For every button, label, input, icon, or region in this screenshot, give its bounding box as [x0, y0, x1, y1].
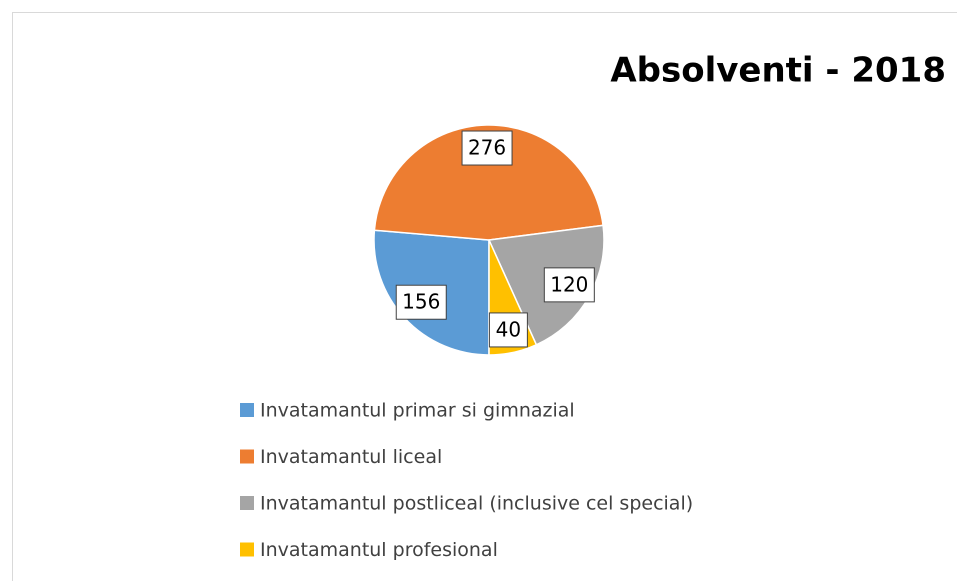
- data-label: 156: [402, 290, 440, 314]
- legend-swatch: [240, 450, 254, 464]
- legend-label: Invatamantul profesional: [260, 539, 498, 561]
- legend-swatch: [240, 543, 254, 557]
- data-label: 120: [550, 272, 588, 296]
- legend-label: Invatamantul liceal: [260, 446, 442, 468]
- chart-title: Absolventi - 2018: [610, 51, 946, 91]
- legend-swatch: [240, 496, 254, 510]
- legend-label: Invatamantul primar si gimnazial: [260, 400, 575, 422]
- legend-swatch: [240, 403, 254, 417]
- data-label: 276: [468, 136, 506, 160]
- legend-label: Invatamantul postliceal (inclusive cel s…: [260, 493, 693, 515]
- data-label: 40: [496, 317, 521, 341]
